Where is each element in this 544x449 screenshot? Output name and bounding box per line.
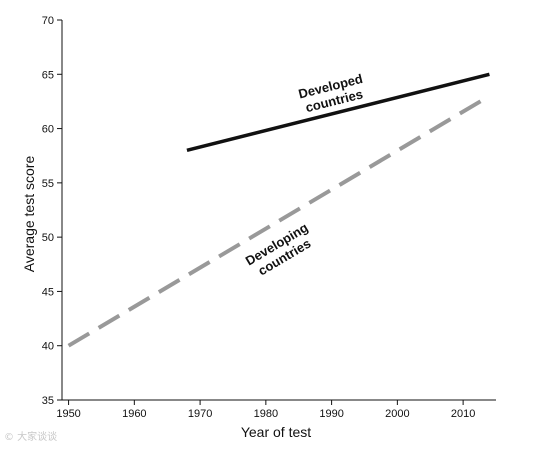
y-axis-label: Average test score <box>21 156 37 273</box>
y-tick-label: 50 <box>42 232 54 244</box>
series-group <box>67 72 491 348</box>
developing-countries-label: Developingcountries <box>243 220 319 282</box>
y-tick-label: 55 <box>42 178 54 190</box>
y-tick-label: 45 <box>42 286 54 298</box>
y-tick-label: 65 <box>42 69 54 81</box>
x-axis-label: Year of test <box>241 424 311 440</box>
x-tick-label: 1960 <box>122 408 146 420</box>
x-tick-label: 1990 <box>319 408 343 420</box>
x-tick-label: 2000 <box>385 408 409 420</box>
developed-countries-line <box>186 72 490 152</box>
y-tick-label: 70 <box>42 15 54 27</box>
y-tick-label: 35 <box>42 395 54 407</box>
axes: 35 40 45 50 55 60 65 70 1950 1960 1970 1980 1990 2000… <box>42 15 496 420</box>
y-tick-label: 60 <box>42 124 54 136</box>
x-tick-label: 1980 <box>254 408 278 420</box>
x-tick-label: 2010 <box>451 408 475 420</box>
developing-countries-line <box>67 94 491 348</box>
x-tick-label: 1950 <box>56 408 80 420</box>
x-tick-label: 1970 <box>188 408 212 420</box>
y-tick-label: 40 <box>42 341 54 353</box>
watermark: © 大家谈谈 <box>4 432 58 443</box>
